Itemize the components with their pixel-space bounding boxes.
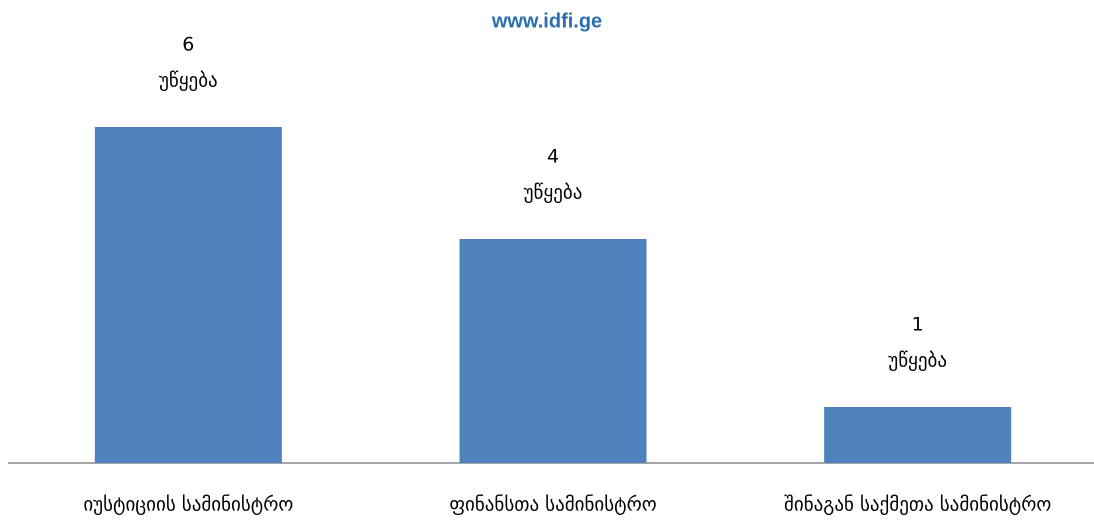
data-label-unit: უწყება [888, 350, 947, 372]
data-label-unit: უწყება [524, 182, 583, 204]
x-tick-label: იუსტიციის სამინისტრო [83, 494, 293, 516]
data-label: 6 [182, 34, 194, 56]
bar [459, 239, 647, 463]
bar [94, 127, 282, 463]
data-label: 4 [547, 146, 559, 168]
x-tick-label: ფინანსთა სამინისტრო [449, 494, 656, 516]
data-label: 1 [912, 314, 924, 336]
data-label-unit: უწყება [159, 70, 218, 92]
chart-subtitle: www.idfi.ge [491, 10, 602, 32]
bar [824, 407, 1012, 463]
x-tick-label: შინაგან საქმეთა სამინისტრო [784, 494, 1051, 516]
